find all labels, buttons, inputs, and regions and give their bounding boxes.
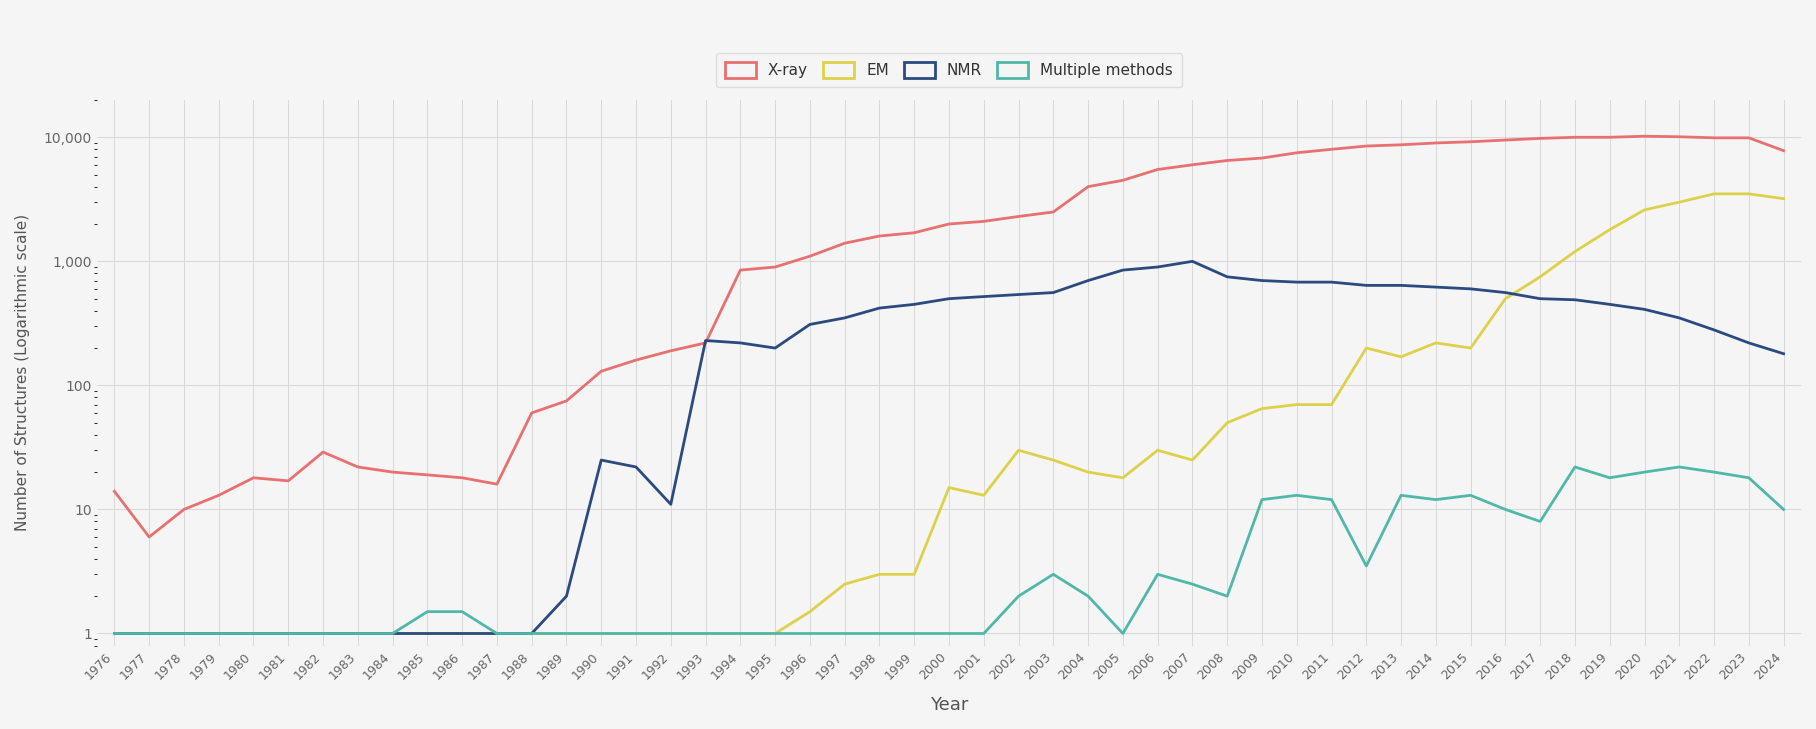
X-axis label: Year: Year [930,696,968,714]
Legend: X-ray, EM, NMR, Multiple methods: X-ray, EM, NMR, Multiple methods [716,53,1182,87]
Y-axis label: Number of Structures (Logarithmic scale): Number of Structures (Logarithmic scale) [15,214,31,531]
